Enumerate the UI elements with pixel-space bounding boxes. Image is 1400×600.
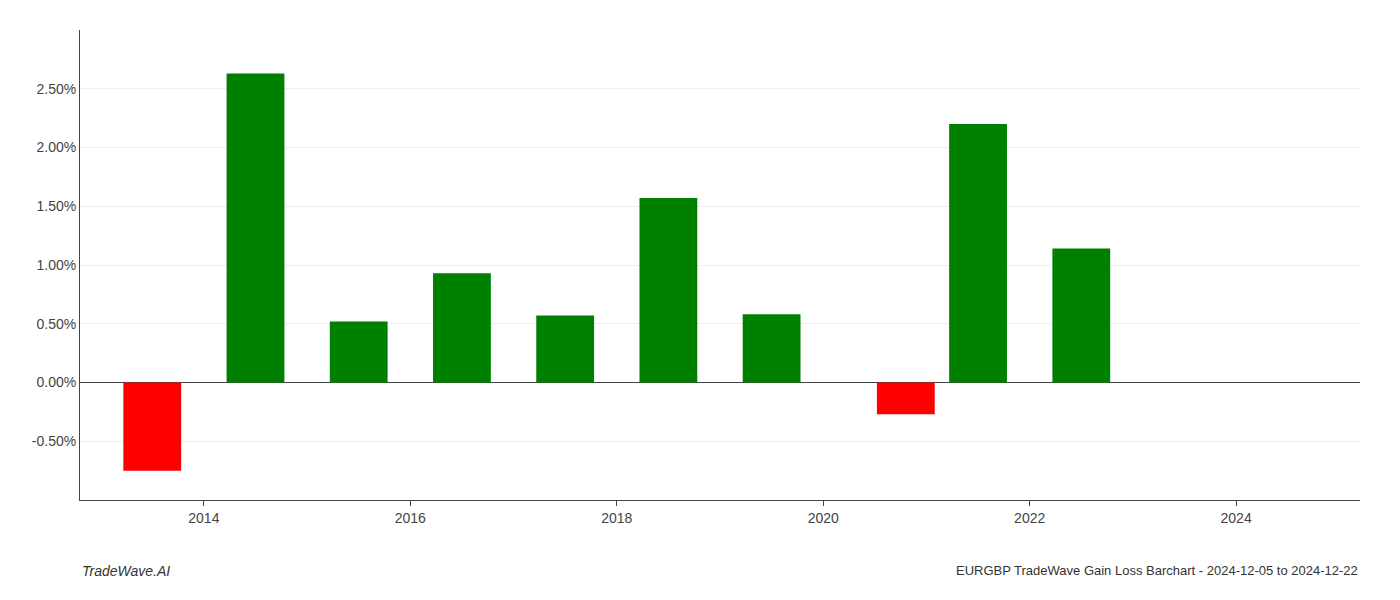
svg-text:2020: 2020 (808, 510, 839, 526)
svg-text:-0.50%: -0.50% (32, 433, 76, 449)
svg-text:EURGBP TradeWave Gain Loss Bar: EURGBP TradeWave Gain Loss Barchart - 20… (956, 563, 1358, 578)
svg-text:2014: 2014 (188, 510, 219, 526)
svg-text:2024: 2024 (1221, 510, 1252, 526)
svg-text:2.50%: 2.50% (36, 81, 76, 97)
svg-text:TradeWave.AI: TradeWave.AI (82, 563, 170, 579)
svg-text:0.00%: 0.00% (36, 374, 76, 390)
svg-text:2022: 2022 (1014, 510, 1045, 526)
svg-text:2.00%: 2.00% (36, 139, 76, 155)
svg-text:1.50%: 1.50% (36, 198, 76, 214)
svg-text:0.50%: 0.50% (36, 316, 76, 332)
svg-text:1.00%: 1.00% (36, 257, 76, 273)
svg-text:2018: 2018 (601, 510, 632, 526)
svg-text:2016: 2016 (395, 510, 426, 526)
